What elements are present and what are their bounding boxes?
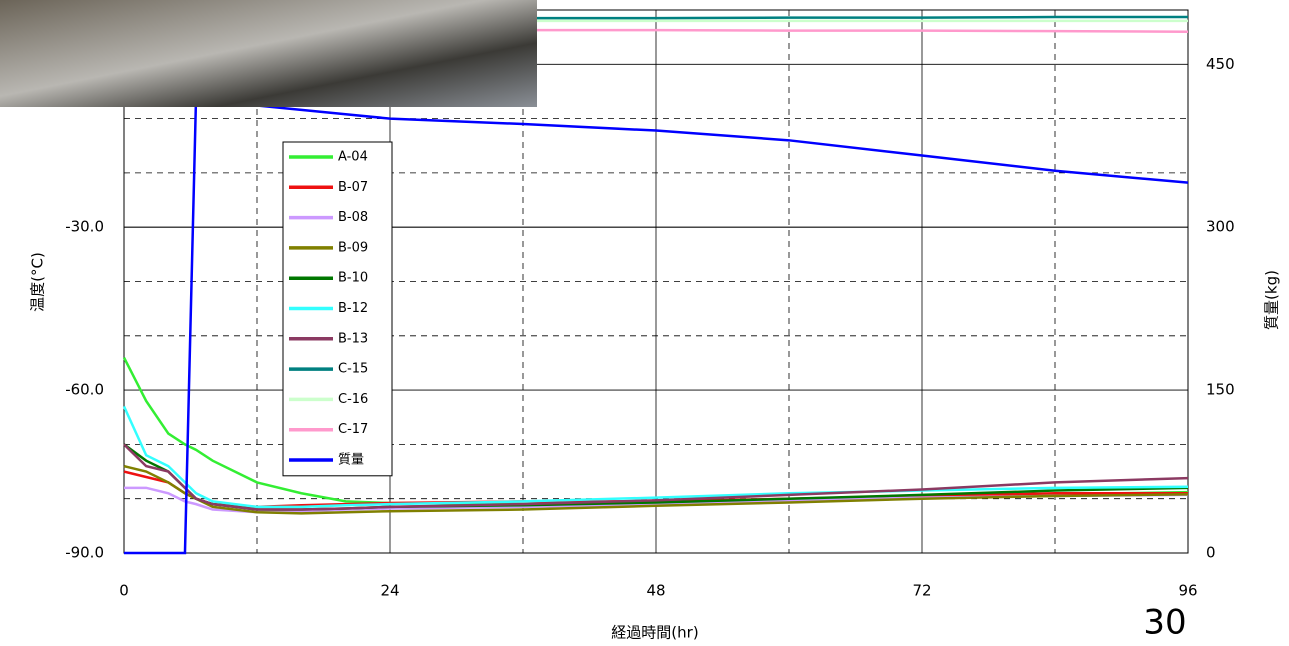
y2-tick-label: 150 [1206, 381, 1235, 399]
x-axis-title: 経過時間(hr) [611, 624, 698, 642]
legend-label: B-09 [338, 240, 368, 255]
x-tick-label: 48 [646, 582, 665, 600]
y-tick-label: -30.0 [65, 218, 104, 236]
legend-label: B-12 [338, 301, 368, 316]
photo [0, 0, 537, 107]
y-tick-label: -90.0 [65, 544, 104, 562]
legend-label: B-07 [338, 180, 368, 195]
y-axis-title: 温度(°C) [29, 252, 47, 312]
legend-label: C-15 [338, 362, 368, 377]
legend-label: B-13 [338, 331, 368, 346]
x-tick-label: 24 [380, 582, 399, 600]
legend-label: B-08 [338, 210, 368, 225]
chart: 0 24 48 72 96 -90.0 -60.0 -30.0 0 150 300 450 A-04 B-… [0, 0, 1289, 646]
y2-tick-label: 450 [1206, 55, 1235, 73]
y-tick-label: -60.0 [65, 381, 104, 399]
y2-tick-label: 0 [1206, 544, 1216, 562]
x-tick-label: 0 [119, 582, 129, 600]
page-number: 30 [1143, 603, 1186, 643]
x-tick-label: 72 [912, 582, 931, 600]
legend-label: 質量 [338, 453, 364, 468]
x-tick-label: 96 [1178, 582, 1197, 600]
y2-axis-title: 質量(kg) [1263, 270, 1281, 330]
legend-label: A-04 [338, 150, 368, 165]
y2-tick-label: 300 [1206, 218, 1235, 236]
legend-label: C-16 [338, 392, 368, 407]
legend-label: C-17 [338, 422, 368, 437]
legend-label: B-10 [338, 271, 368, 286]
